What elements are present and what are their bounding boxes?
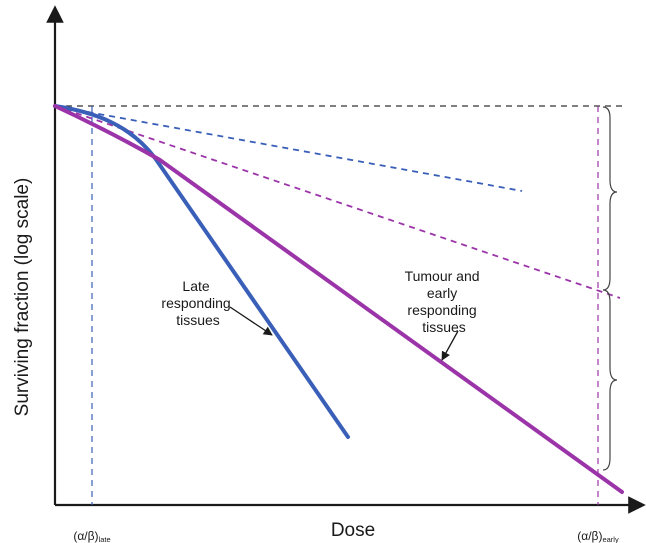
arrow-late-annotation xyxy=(229,306,273,336)
tick-label-alpha-beta-early-sub: early xyxy=(602,535,619,543)
y-axis-title: Surviving fraction (log scale) xyxy=(12,178,33,417)
tick-label-alpha-beta-late: (α/β)late xyxy=(73,529,110,543)
series-early-alpha-line xyxy=(54,105,621,299)
tick-label-alpha-beta-late-main: (α/β) xyxy=(73,529,98,543)
brace-upper xyxy=(602,106,618,291)
arrow-early-annotation xyxy=(441,330,459,361)
annotation-late-line-2: responding xyxy=(161,295,230,311)
annotation-early-line-2: early xyxy=(427,285,457,301)
annotation-late-line-1: Late xyxy=(182,278,209,294)
tick-label-alpha-beta-early-main: (α/β) xyxy=(577,529,602,543)
series-early-curve xyxy=(53,104,624,494)
tick-label-alpha-beta-late-sub: late xyxy=(99,535,111,543)
annotation-late: Late responding tissues xyxy=(161,278,234,328)
annotation-early-line-4: tissues xyxy=(422,319,466,335)
annotation-early-line-1: Tumour and xyxy=(405,268,480,284)
brace-lower xyxy=(602,289,618,471)
x-axis-title: Dose xyxy=(331,520,375,541)
annotation-early-line-3: responding xyxy=(407,302,476,318)
series-late-alpha-line xyxy=(54,105,523,192)
tick-label-alpha-beta-early: (α/β)early xyxy=(577,529,619,543)
annotation-late-line-3: tissues xyxy=(176,312,220,328)
annotation-early: Tumour and early responding tissues xyxy=(405,268,484,335)
